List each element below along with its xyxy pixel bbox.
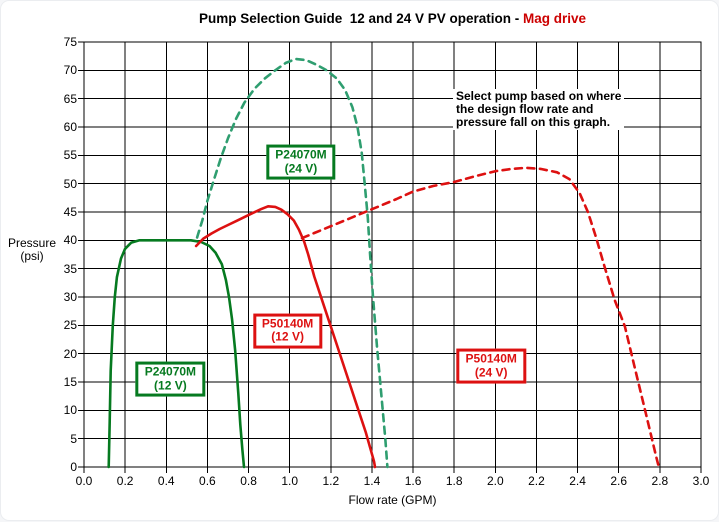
annotation-line: pressure fall on this graph. bbox=[456, 116, 621, 129]
curve-label-line: (12 V) bbox=[145, 379, 196, 392]
curve-label-line: P24070M bbox=[145, 366, 196, 379]
x-tick-label: 1.4 bbox=[352, 474, 392, 488]
x-tick-label: 2.4 bbox=[558, 474, 598, 488]
y-tick-label: 50 bbox=[43, 177, 77, 191]
x-tick-label: 0.6 bbox=[187, 474, 227, 488]
curve-p50140m-24v bbox=[302, 168, 659, 467]
y-tick-label: 20 bbox=[43, 347, 77, 361]
x-tick-label: 2.8 bbox=[640, 474, 680, 488]
curve-label-line: (12 V) bbox=[262, 331, 313, 344]
label-p50140m-12v: P50140M(12 V) bbox=[253, 314, 322, 349]
y-tick-label: 15 bbox=[43, 375, 77, 389]
x-tick-label: 2.0 bbox=[475, 474, 515, 488]
x-tick-label: 2.2 bbox=[516, 474, 556, 488]
x-tick-label: 0.8 bbox=[229, 474, 269, 488]
x-tick-label: 0.4 bbox=[146, 474, 186, 488]
y-tick-label: 60 bbox=[43, 120, 77, 134]
y-tick-label: 55 bbox=[43, 148, 77, 162]
x-tick-label: 1.8 bbox=[434, 474, 474, 488]
curve-label-line: P50140M bbox=[466, 353, 517, 366]
x-axis-label: Flow rate (GPM) bbox=[84, 493, 701, 507]
curve-label-line: (24 V) bbox=[275, 162, 326, 175]
curve-label-line: P24070M bbox=[275, 149, 326, 162]
x-tick-label: 0.2 bbox=[105, 474, 145, 488]
x-tick-label: 0.0 bbox=[64, 474, 104, 488]
y-tick-label: 65 bbox=[43, 92, 77, 106]
annotation-line: Select pump based on where bbox=[456, 90, 621, 103]
y-tick-label: 35 bbox=[43, 262, 77, 276]
x-tick-label: 1.6 bbox=[393, 474, 433, 488]
y-tick-label: 5 bbox=[43, 432, 77, 446]
y-tick-label: 45 bbox=[43, 205, 77, 219]
y-tick-label: 25 bbox=[43, 318, 77, 332]
annotation-note: Select pump based on where the design fl… bbox=[453, 89, 624, 130]
label-p50140m-24v: P50140M(24 V) bbox=[457, 349, 526, 384]
y-tick-label: 75 bbox=[43, 35, 77, 49]
y-tick-label: 10 bbox=[43, 403, 77, 417]
curve-p24070m-24v bbox=[197, 59, 387, 467]
y-tick-label: 30 bbox=[43, 290, 77, 304]
y-axis-label: Pressure (psi) bbox=[4, 237, 60, 263]
annotation-line: the design flow rate and bbox=[456, 103, 621, 116]
label-p24070m-24v: P24070M(24 V) bbox=[266, 145, 335, 180]
curve-label-line: P50140M bbox=[262, 318, 313, 331]
curve-label-line: (24 V) bbox=[466, 366, 517, 379]
x-tick-label: 1.0 bbox=[270, 474, 310, 488]
label-p24070m-12v: P24070M(12 V) bbox=[136, 362, 205, 397]
x-tick-label: 1.2 bbox=[311, 474, 351, 488]
x-tick-label: 3.0 bbox=[681, 474, 719, 488]
x-tick-label: 2.6 bbox=[599, 474, 639, 488]
y-tick-label: 0 bbox=[43, 460, 77, 474]
y-tick-label: 70 bbox=[43, 63, 77, 77]
